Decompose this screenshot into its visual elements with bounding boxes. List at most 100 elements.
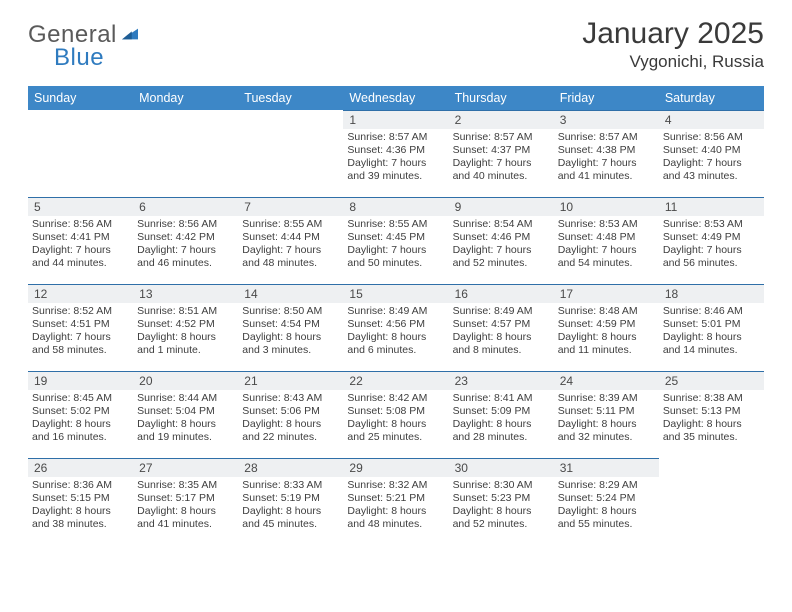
daylight-line: Daylight: 8 hours and 11 minutes. [558,331,637,356]
sunrise-line: Sunrise: 8:50 AM [242,305,322,317]
day-details: Sunrise: 8:33 AMSunset: 5:19 PMDaylight:… [238,477,343,534]
calendar-cell: 26Sunrise: 8:36 AMSunset: 5:15 PMDayligh… [28,458,133,545]
calendar-cell: 27Sunrise: 8:35 AMSunset: 5:17 PMDayligh… [133,458,238,545]
daylight-line: Daylight: 7 hours and 58 minutes. [32,331,111,356]
day-details: Sunrise: 8:55 AMSunset: 4:44 PMDaylight:… [238,216,343,273]
sunrise-line: Sunrise: 8:44 AM [137,392,217,404]
day-details: Sunrise: 8:36 AMSunset: 5:15 PMDaylight:… [28,477,133,534]
sunset-line: Sunset: 4:52 PM [137,318,215,330]
calendar-cell: 19Sunrise: 8:45 AMSunset: 5:02 PMDayligh… [28,371,133,458]
calendar-cell: 21Sunrise: 8:43 AMSunset: 5:06 PMDayligh… [238,371,343,458]
sail-icon [120,24,140,47]
day-details: Sunrise: 8:52 AMSunset: 4:51 PMDaylight:… [28,303,133,360]
sunrise-line: Sunrise: 8:56 AM [663,131,743,143]
sunset-line: Sunset: 5:13 PM [663,405,741,417]
sunrise-line: Sunrise: 8:35 AM [137,479,217,491]
sunrise-line: Sunrise: 8:52 AM [32,305,112,317]
day-details: Sunrise: 8:50 AMSunset: 4:54 PMDaylight:… [238,303,343,360]
calendar-cell: 30Sunrise: 8:30 AMSunset: 5:23 PMDayligh… [449,458,554,545]
daylight-line: Daylight: 8 hours and 3 minutes. [242,331,321,356]
daylight-line: Daylight: 7 hours and 40 minutes. [453,157,532,182]
calendar-week: 19Sunrise: 8:45 AMSunset: 5:02 PMDayligh… [28,371,764,458]
calendar-cell [659,458,764,545]
daylight-line: Daylight: 7 hours and 48 minutes. [242,244,321,269]
calendar-week: 12Sunrise: 8:52 AMSunset: 4:51 PMDayligh… [28,284,764,371]
brand-logo: GeneralBlue [28,18,140,70]
sunset-line: Sunset: 5:08 PM [347,405,425,417]
calendar-body: 1Sunrise: 8:57 AMSunset: 4:36 PMDaylight… [28,110,764,545]
day-number: 28 [238,459,343,477]
sunset-line: Sunset: 5:15 PM [32,492,110,504]
calendar-cell: 7Sunrise: 8:55 AMSunset: 4:44 PMDaylight… [238,197,343,284]
sunrise-line: Sunrise: 8:57 AM [347,131,427,143]
day-details: Sunrise: 8:43 AMSunset: 5:06 PMDaylight:… [238,390,343,447]
day-number: 9 [449,198,554,216]
sunset-line: Sunset: 4:54 PM [242,318,320,330]
daylight-line: Daylight: 7 hours and 52 minutes. [453,244,532,269]
day-details: Sunrise: 8:46 AMSunset: 5:01 PMDaylight:… [659,303,764,360]
day-number: 26 [28,459,133,477]
day-details: Sunrise: 8:49 AMSunset: 4:56 PMDaylight:… [343,303,448,360]
day-number: 6 [133,198,238,216]
calendar-cell: 29Sunrise: 8:32 AMSunset: 5:21 PMDayligh… [343,458,448,545]
sunrise-line: Sunrise: 8:57 AM [558,131,638,143]
weekday-header: Monday [133,86,238,111]
day-details: Sunrise: 8:53 AMSunset: 4:49 PMDaylight:… [659,216,764,273]
daylight-line: Daylight: 8 hours and 1 minute. [137,331,216,356]
calendar-cell: 24Sunrise: 8:39 AMSunset: 5:11 PMDayligh… [554,371,659,458]
day-details: Sunrise: 8:53 AMSunset: 4:48 PMDaylight:… [554,216,659,273]
day-details: Sunrise: 8:35 AMSunset: 5:17 PMDaylight:… [133,477,238,534]
day-number: 23 [449,372,554,390]
calendar-cell [238,110,343,197]
sunset-line: Sunset: 4:48 PM [558,231,636,243]
sunrise-line: Sunrise: 8:30 AM [453,479,533,491]
calendar-cell: 18Sunrise: 8:46 AMSunset: 5:01 PMDayligh… [659,284,764,371]
calendar-cell: 25Sunrise: 8:38 AMSunset: 5:13 PMDayligh… [659,371,764,458]
day-number: 22 [343,372,448,390]
daylight-line: Daylight: 7 hours and 50 minutes. [347,244,426,269]
day-details: Sunrise: 8:54 AMSunset: 4:46 PMDaylight:… [449,216,554,273]
calendar-cell: 6Sunrise: 8:56 AMSunset: 4:42 PMDaylight… [133,197,238,284]
calendar-cell: 15Sunrise: 8:49 AMSunset: 4:56 PMDayligh… [343,284,448,371]
sunrise-line: Sunrise: 8:45 AM [32,392,112,404]
calendar-cell: 12Sunrise: 8:52 AMSunset: 4:51 PMDayligh… [28,284,133,371]
day-number: 24 [554,372,659,390]
sunset-line: Sunset: 4:36 PM [347,144,425,156]
sunrise-line: Sunrise: 8:43 AM [242,392,322,404]
weekday-header: Friday [554,86,659,111]
header: GeneralBlue January 2025 Vygonichi, Russ… [28,18,764,72]
day-number: 31 [554,459,659,477]
day-number: 29 [343,459,448,477]
calendar-week: 26Sunrise: 8:36 AMSunset: 5:15 PMDayligh… [28,458,764,545]
calendar-table: SundayMondayTuesdayWednesdayThursdayFrid… [28,86,764,545]
sunset-line: Sunset: 5:06 PM [242,405,320,417]
weekday-header: Sunday [28,86,133,111]
daylight-line: Daylight: 7 hours and 41 minutes. [558,157,637,182]
page-title: January 2025 [582,18,764,50]
sunset-line: Sunset: 5:02 PM [32,405,110,417]
sunrise-line: Sunrise: 8:32 AM [347,479,427,491]
day-details: Sunrise: 8:30 AMSunset: 5:23 PMDaylight:… [449,477,554,534]
daylight-line: Daylight: 8 hours and 16 minutes. [32,418,111,443]
sunset-line: Sunset: 4:38 PM [558,144,636,156]
day-number: 2 [449,111,554,129]
sunset-line: Sunset: 4:44 PM [242,231,320,243]
day-details: Sunrise: 8:56 AMSunset: 4:42 PMDaylight:… [133,216,238,273]
day-number: 12 [28,285,133,303]
calendar-cell [133,110,238,197]
sunset-line: Sunset: 4:56 PM [347,318,425,330]
sunset-line: Sunset: 4:41 PM [32,231,110,243]
daylight-line: Daylight: 8 hours and 8 minutes. [453,331,532,356]
day-number: 14 [238,285,343,303]
calendar-cell: 22Sunrise: 8:42 AMSunset: 5:08 PMDayligh… [343,371,448,458]
sunset-line: Sunset: 5:04 PM [137,405,215,417]
calendar-cell: 11Sunrise: 8:53 AMSunset: 4:49 PMDayligh… [659,197,764,284]
daylight-line: Daylight: 8 hours and 55 minutes. [558,505,637,530]
calendar-cell: 14Sunrise: 8:50 AMSunset: 4:54 PMDayligh… [238,284,343,371]
sunrise-line: Sunrise: 8:53 AM [663,218,743,230]
sunrise-line: Sunrise: 8:38 AM [663,392,743,404]
calendar-cell: 9Sunrise: 8:54 AMSunset: 4:46 PMDaylight… [449,197,554,284]
brand-word-2: Blue [28,47,140,70]
daylight-line: Daylight: 8 hours and 48 minutes. [347,505,426,530]
day-number: 7 [238,198,343,216]
